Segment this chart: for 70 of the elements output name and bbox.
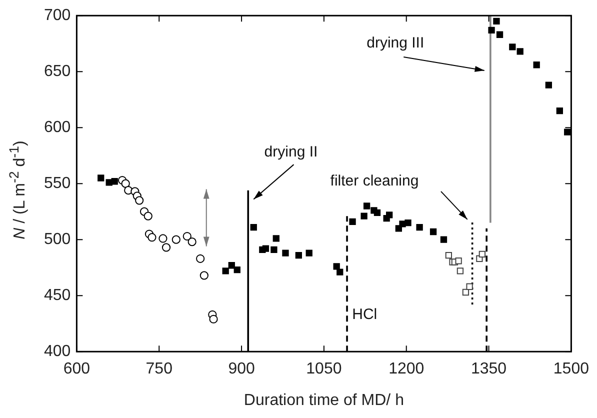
point [488,26,495,34]
point [209,314,218,324]
point [282,250,289,256]
point [363,202,370,210]
point [440,236,448,243]
point [496,31,504,38]
point [106,179,112,186]
point [493,18,500,25]
point [228,262,235,269]
x-tick-label: 750 [146,360,173,378]
y-tick-label: 500 [44,231,71,248]
annotation: drying III [366,34,424,52]
point [162,243,171,252]
x-tick-label: 1200 [388,360,424,378]
y-tick-label: 600 [44,119,71,136]
point [148,233,156,242]
point [556,107,563,114]
point [295,252,302,259]
point [144,212,152,220]
x-tick-label: 900 [228,360,255,378]
y-tick-label: 700 [44,7,71,24]
annotation: filter cleaning [330,172,419,190]
point [478,250,486,258]
point [172,235,180,244]
point [462,288,470,296]
point [445,252,452,259]
point [262,245,270,252]
y-tick-label: 400 [44,343,71,360]
x-tick-label: 1050 [306,360,342,378]
y-tick-label: 450 [44,287,71,304]
x-tick-label: 1350 [470,360,507,378]
annotation: drying II [264,143,318,160]
point [121,179,130,188]
point [250,224,257,231]
point [516,48,524,55]
point [234,266,240,274]
x-tick-label: 1500 [553,360,590,378]
point [306,250,312,256]
point [349,218,356,226]
x-tick-label: 600 [63,360,90,378]
point [336,268,344,276]
point [545,82,552,88]
point [188,238,196,246]
point [455,258,462,264]
point [196,254,205,263]
point [111,178,118,185]
point [222,268,229,274]
point [200,271,208,280]
point [270,246,278,254]
point [272,235,280,242]
point [533,62,540,68]
point [509,44,516,50]
point [98,174,104,182]
point [135,196,144,205]
point [386,212,393,218]
x-axis-title: Duration time of MD/ h [244,392,404,409]
point [404,219,412,226]
point [182,232,192,241]
annotation: HCl [352,306,378,323]
point [360,212,368,220]
y-tick-label: 650 [44,63,71,80]
point [416,224,423,231]
point [564,128,571,136]
y-tick-label: 550 [44,175,71,192]
point [466,283,473,290]
point [158,234,168,243]
point [430,228,437,236]
point [456,268,464,274]
point [374,209,381,216]
point [333,263,340,270]
